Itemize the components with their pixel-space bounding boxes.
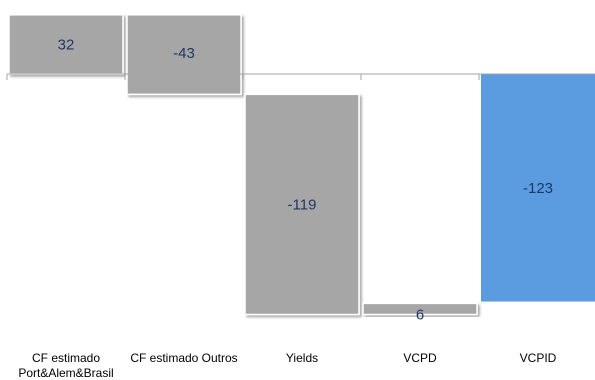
bar-3: [362, 302, 478, 316]
bar-0: [8, 14, 124, 75]
category-label-1: CF estimado Outros: [130, 351, 237, 365]
value-label-3: 6: [416, 307, 424, 324]
bar-4: [481, 74, 595, 302]
bars-layer: [8, 14, 595, 316]
value-label-1: -43: [173, 45, 195, 62]
bar-2: [244, 93, 360, 316]
value-label-4: -123: [523, 180, 553, 197]
category-label-line: VCPD: [403, 351, 437, 365]
category-label-line: Port&Alem&Brasil: [18, 366, 113, 380]
category-label-4: VCPID: [520, 351, 557, 365]
x-axis-ticks: [6, 74, 480, 80]
category-label-2: Yields: [286, 351, 318, 365]
value-label-2: -119: [288, 196, 317, 213]
value-labels-layer: 32 -43 -119 6 -123: [58, 36, 553, 323]
category-label-line: CF estimado Outros: [130, 351, 237, 365]
category-label-line: VCPID: [520, 351, 557, 365]
category-label-3: VCPD: [403, 351, 437, 365]
category-label-0: CF estimado Port&Alem&Brasil: [18, 351, 113, 380]
category-labels-layer: CF estimado Port&Alem&Brasil CF estimado O…: [18, 351, 556, 380]
bar-1: [126, 14, 242, 96]
category-label-line: CF estimado: [32, 351, 100, 365]
category-label-line: Yields: [286, 351, 318, 365]
value-label-0: 32: [58, 36, 75, 53]
